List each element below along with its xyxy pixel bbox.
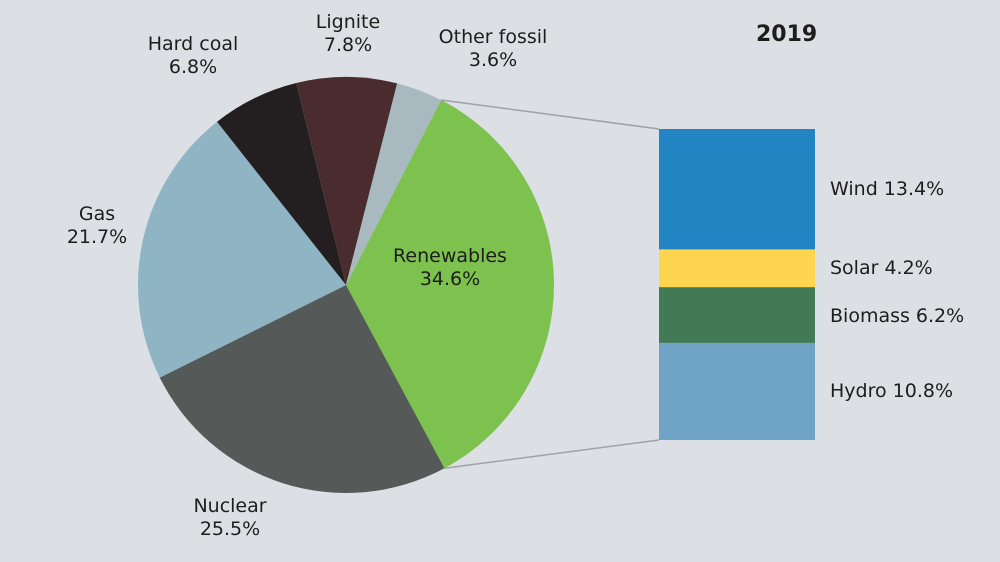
pie-label-lignite: Lignite 7.8% bbox=[315, 11, 381, 56]
bar-segment-hydro bbox=[659, 342, 815, 440]
bar-label-solar: Solar 4.2% bbox=[830, 257, 933, 279]
pie-label-gas: Gas 21.7% bbox=[66, 203, 128, 248]
pie-slice-gas bbox=[138, 121, 346, 378]
bar-label-hydro: Hydro 10.8% bbox=[830, 380, 954, 402]
pie-label-hard-coal: Hard coal 6.8% bbox=[147, 33, 239, 78]
pie-slice-lignite bbox=[296, 77, 398, 285]
bar-segment-biomass bbox=[659, 287, 815, 343]
connector-line-top bbox=[440, 99, 660, 130]
pie-slice-other-fossil bbox=[346, 83, 442, 285]
pie-label-renewables: Renewables 34.6% bbox=[393, 245, 507, 290]
bar-segment-solar bbox=[659, 249, 815, 288]
bar-label-biomass: Biomass 6.2% bbox=[830, 305, 965, 327]
pie-label-nuclear: Nuclear 25.5% bbox=[193, 495, 267, 540]
pie-slice-hard-coal bbox=[217, 83, 346, 285]
pie-slice-renewables bbox=[346, 100, 554, 469]
chart-title: 2019 bbox=[756, 22, 818, 47]
pie-label-other-fossil: Other fossil 3.6% bbox=[438, 26, 548, 71]
bar-label-wind: Wind 13.4% bbox=[830, 178, 945, 200]
bar-segment-wind bbox=[659, 129, 815, 250]
connector-line-bottom bbox=[444, 439, 660, 469]
pie-slice-nuclear bbox=[159, 285, 445, 494]
